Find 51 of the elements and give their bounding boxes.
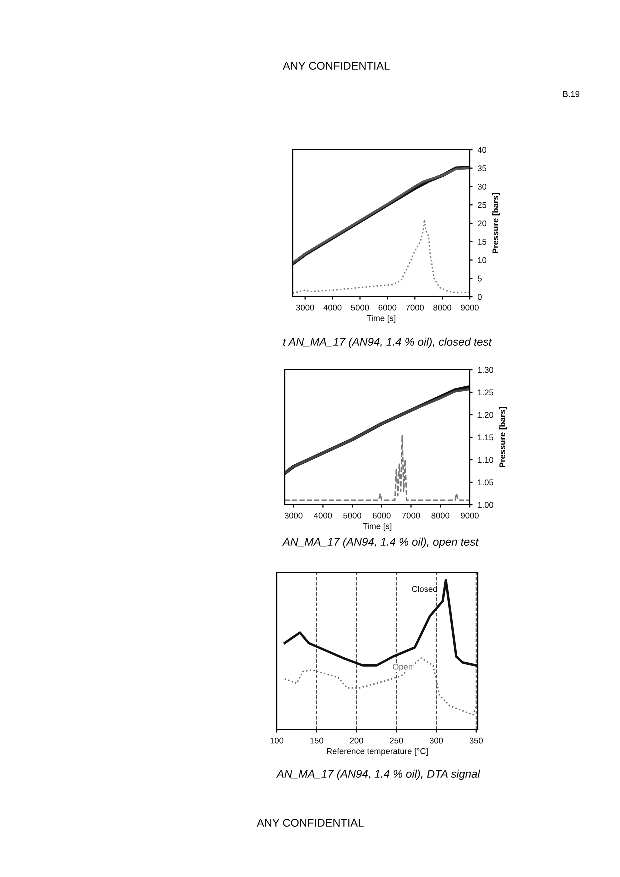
x-tick-label: 150: [310, 738, 324, 744]
x-tick-label: 8000: [432, 512, 450, 519]
text: B.19: [564, 91, 580, 98]
x-tick-label: 100: [270, 738, 284, 744]
x-tick-label: 9000: [461, 512, 479, 519]
x-tick-label: 4000: [314, 512, 332, 519]
x-tick-label: 4000: [324, 304, 342, 311]
y-tick-label: 25: [478, 202, 487, 208]
y-tick-label: 1.20: [478, 412, 494, 418]
x-tick-label: 5000: [344, 512, 362, 519]
series-label: Open: [393, 664, 412, 672]
y-tick-label: 1.25: [478, 390, 494, 396]
y-tick-label: 15: [478, 239, 487, 245]
y-tick-label: 35: [478, 166, 487, 172]
x-tick-label: 300: [430, 738, 444, 744]
y-tick-label: 30: [478, 184, 487, 190]
y-tick-label: 1.30: [478, 367, 494, 374]
y-tick-label: 1.10: [478, 457, 494, 464]
y-axis-title: Pressure [bars]: [499, 407, 508, 468]
y-tick-label: 1.00: [478, 502, 494, 508]
y-tick-label: 20: [478, 220, 487, 227]
y-tick-label: 40: [478, 147, 487, 154]
x-axis-title: Reference temperature [°C]: [327, 748, 428, 756]
x-axis-title: Time [s]: [363, 523, 392, 531]
x-tick-label: 6000: [378, 304, 397, 311]
y-tick-label: 10: [478, 257, 487, 264]
x-tick-label: 9000: [461, 304, 479, 311]
x-tick-label: 5000: [351, 304, 370, 311]
y-tick-label: 1.05: [478, 480, 494, 486]
x-tick-label: 3000: [296, 304, 314, 311]
text: AN_MA_17 (AN94, 1.4 % oil), open test: [282, 538, 480, 548]
x-tick-label: 3000: [284, 512, 303, 519]
x-tick-label: 250: [390, 738, 404, 744]
line-series: [293, 219, 470, 294]
y-axis-title: Pressure [bars]: [492, 193, 500, 254]
series-label: Closed: [412, 586, 438, 592]
x-tick-label: 6000: [373, 512, 391, 519]
x-axis-title: Time [s]: [367, 315, 396, 323]
text: AN_MA_17 (AN94, 1.4 % oil), DTA signal: [276, 770, 480, 780]
line-series: [285, 434, 470, 502]
text: t AN_MA_17 (AN94, 1.4 % oil), closed test: [284, 338, 492, 348]
x-tick-label: 8000: [434, 304, 452, 311]
x-tick-label: 200: [350, 738, 364, 744]
x-tick-label: 350: [470, 738, 484, 744]
text: ANY CONFIDENTIAL: [283, 62, 390, 70]
y-tick-label: 0: [478, 294, 482, 300]
x-tick-label: 7000: [402, 512, 420, 519]
text: ANY CONFIDENTIAL: [257, 819, 364, 827]
x-tick-label: 7000: [406, 304, 424, 311]
y-tick-label: 1.15: [478, 434, 494, 441]
y-tick-label: 5: [478, 276, 482, 282]
